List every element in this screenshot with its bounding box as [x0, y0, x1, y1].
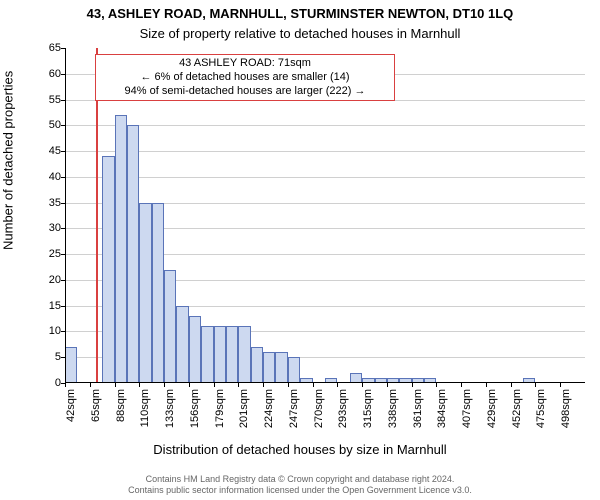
x-tick-mark	[412, 383, 413, 387]
y-tick-label: 60	[49, 68, 61, 80]
x-tick-label: 110sqm	[139, 389, 151, 427]
footer-line: Contains HM Land Registry data © Crown c…	[0, 474, 600, 485]
histogram-bar	[214, 326, 226, 383]
x-tick-label: 42sqm	[65, 389, 77, 422]
x-tick-mark	[387, 383, 388, 387]
grid-line	[65, 151, 585, 152]
histogram-bar	[65, 347, 77, 383]
x-tick-mark	[164, 383, 165, 387]
x-tick-label: 65sqm	[90, 389, 102, 422]
x-tick-label: 88sqm	[115, 389, 127, 422]
x-tick-label: 270sqm	[313, 389, 325, 428]
histogram-bar	[102, 156, 114, 383]
x-tick-mark	[486, 383, 487, 387]
x-tick-label: 338sqm	[387, 389, 399, 428]
chart-container: { "layout": { "width": 600, "height": 50…	[0, 0, 600, 500]
x-tick-label: 201sqm	[238, 389, 250, 428]
x-tick-mark	[139, 383, 140, 387]
y-tick-label: 20	[49, 274, 61, 286]
x-tick-mark	[560, 383, 561, 387]
y-axis-line	[65, 48, 66, 383]
x-tick-mark	[436, 383, 437, 387]
x-tick-mark	[214, 383, 215, 387]
x-tick-mark	[65, 383, 66, 387]
x-tick-mark	[511, 383, 512, 387]
x-tick-mark	[461, 383, 462, 387]
x-tick-mark	[238, 383, 239, 387]
x-tick-mark	[313, 383, 314, 387]
annotation-line: 43 ASHLEY ROAD: 71sqm	[102, 57, 388, 71]
plot-area: 0510152025303540455055606542sqm65sqm88sq…	[65, 48, 585, 383]
x-tick-mark	[263, 383, 264, 387]
x-tick-label: 498sqm	[560, 389, 572, 428]
histogram-bar	[152, 203, 164, 383]
y-tick-label: 40	[49, 171, 61, 183]
x-tick-mark	[90, 383, 91, 387]
x-axis-label: Distribution of detached houses by size …	[0, 442, 600, 457]
x-tick-label: 179sqm	[214, 389, 226, 428]
x-tick-label: 315sqm	[362, 389, 374, 428]
chart-title-line2: Size of property relative to detached ho…	[0, 26, 600, 41]
histogram-bar	[115, 115, 127, 383]
x-axis-line	[65, 382, 585, 383]
histogram-bar	[226, 326, 238, 383]
annotation-line: 94% of semi-detached houses are larger (…	[102, 85, 388, 99]
histogram-bar	[263, 352, 275, 383]
histogram-bar	[189, 316, 201, 383]
histogram-bar	[251, 347, 263, 383]
x-tick-label: 361sqm	[412, 389, 424, 428]
x-tick-mark	[535, 383, 536, 387]
y-tick-label: 65	[49, 42, 61, 54]
chart-title-line1: 43, ASHLEY ROAD, MARNHULL, STURMINSTER N…	[0, 6, 600, 21]
x-tick-label: 407sqm	[461, 389, 473, 428]
x-tick-label: 293sqm	[337, 389, 349, 428]
histogram-bar	[176, 306, 188, 383]
histogram-bar	[127, 125, 139, 383]
y-tick-label: 45	[49, 145, 61, 157]
x-tick-mark	[189, 383, 190, 387]
histogram-bar	[139, 203, 151, 383]
x-tick-label: 429sqm	[486, 389, 498, 428]
grid-line	[65, 125, 585, 126]
y-tick-label: 55	[49, 94, 61, 106]
y-tick-label: 35	[49, 197, 61, 209]
annotation-line: ← 6% of detached houses are smaller (14)	[102, 71, 388, 85]
histogram-bar	[288, 357, 300, 383]
histogram-bar	[201, 326, 213, 383]
x-tick-label: 156sqm	[189, 389, 201, 428]
y-tick-label: 30	[49, 222, 61, 234]
histogram-bar	[275, 352, 287, 383]
footer-line: Contains public sector information licen…	[0, 485, 600, 496]
x-tick-label: 384sqm	[436, 389, 448, 428]
y-tick-label: 10	[49, 325, 61, 337]
x-tick-mark	[337, 383, 338, 387]
histogram-bar	[238, 326, 250, 383]
grid-line	[65, 177, 585, 178]
x-tick-label: 452sqm	[511, 389, 523, 428]
x-tick-label: 224sqm	[263, 389, 275, 428]
footer-text: Contains HM Land Registry data © Crown c…	[0, 474, 600, 496]
y-tick-label: 50	[49, 119, 61, 131]
y-tick-label: 25	[49, 248, 61, 260]
x-tick-label: 475sqm	[535, 389, 547, 428]
y-axis-label: Number of detached properties	[1, 71, 16, 250]
histogram-bar	[164, 270, 176, 383]
x-tick-label: 247sqm	[288, 389, 300, 428]
x-tick-mark	[115, 383, 116, 387]
x-tick-label: 133sqm	[164, 389, 176, 428]
x-tick-mark	[362, 383, 363, 387]
x-tick-mark	[288, 383, 289, 387]
annotation-box: 43 ASHLEY ROAD: 71sqm← 6% of detached ho…	[95, 54, 395, 101]
y-tick-label: 15	[49, 300, 61, 312]
